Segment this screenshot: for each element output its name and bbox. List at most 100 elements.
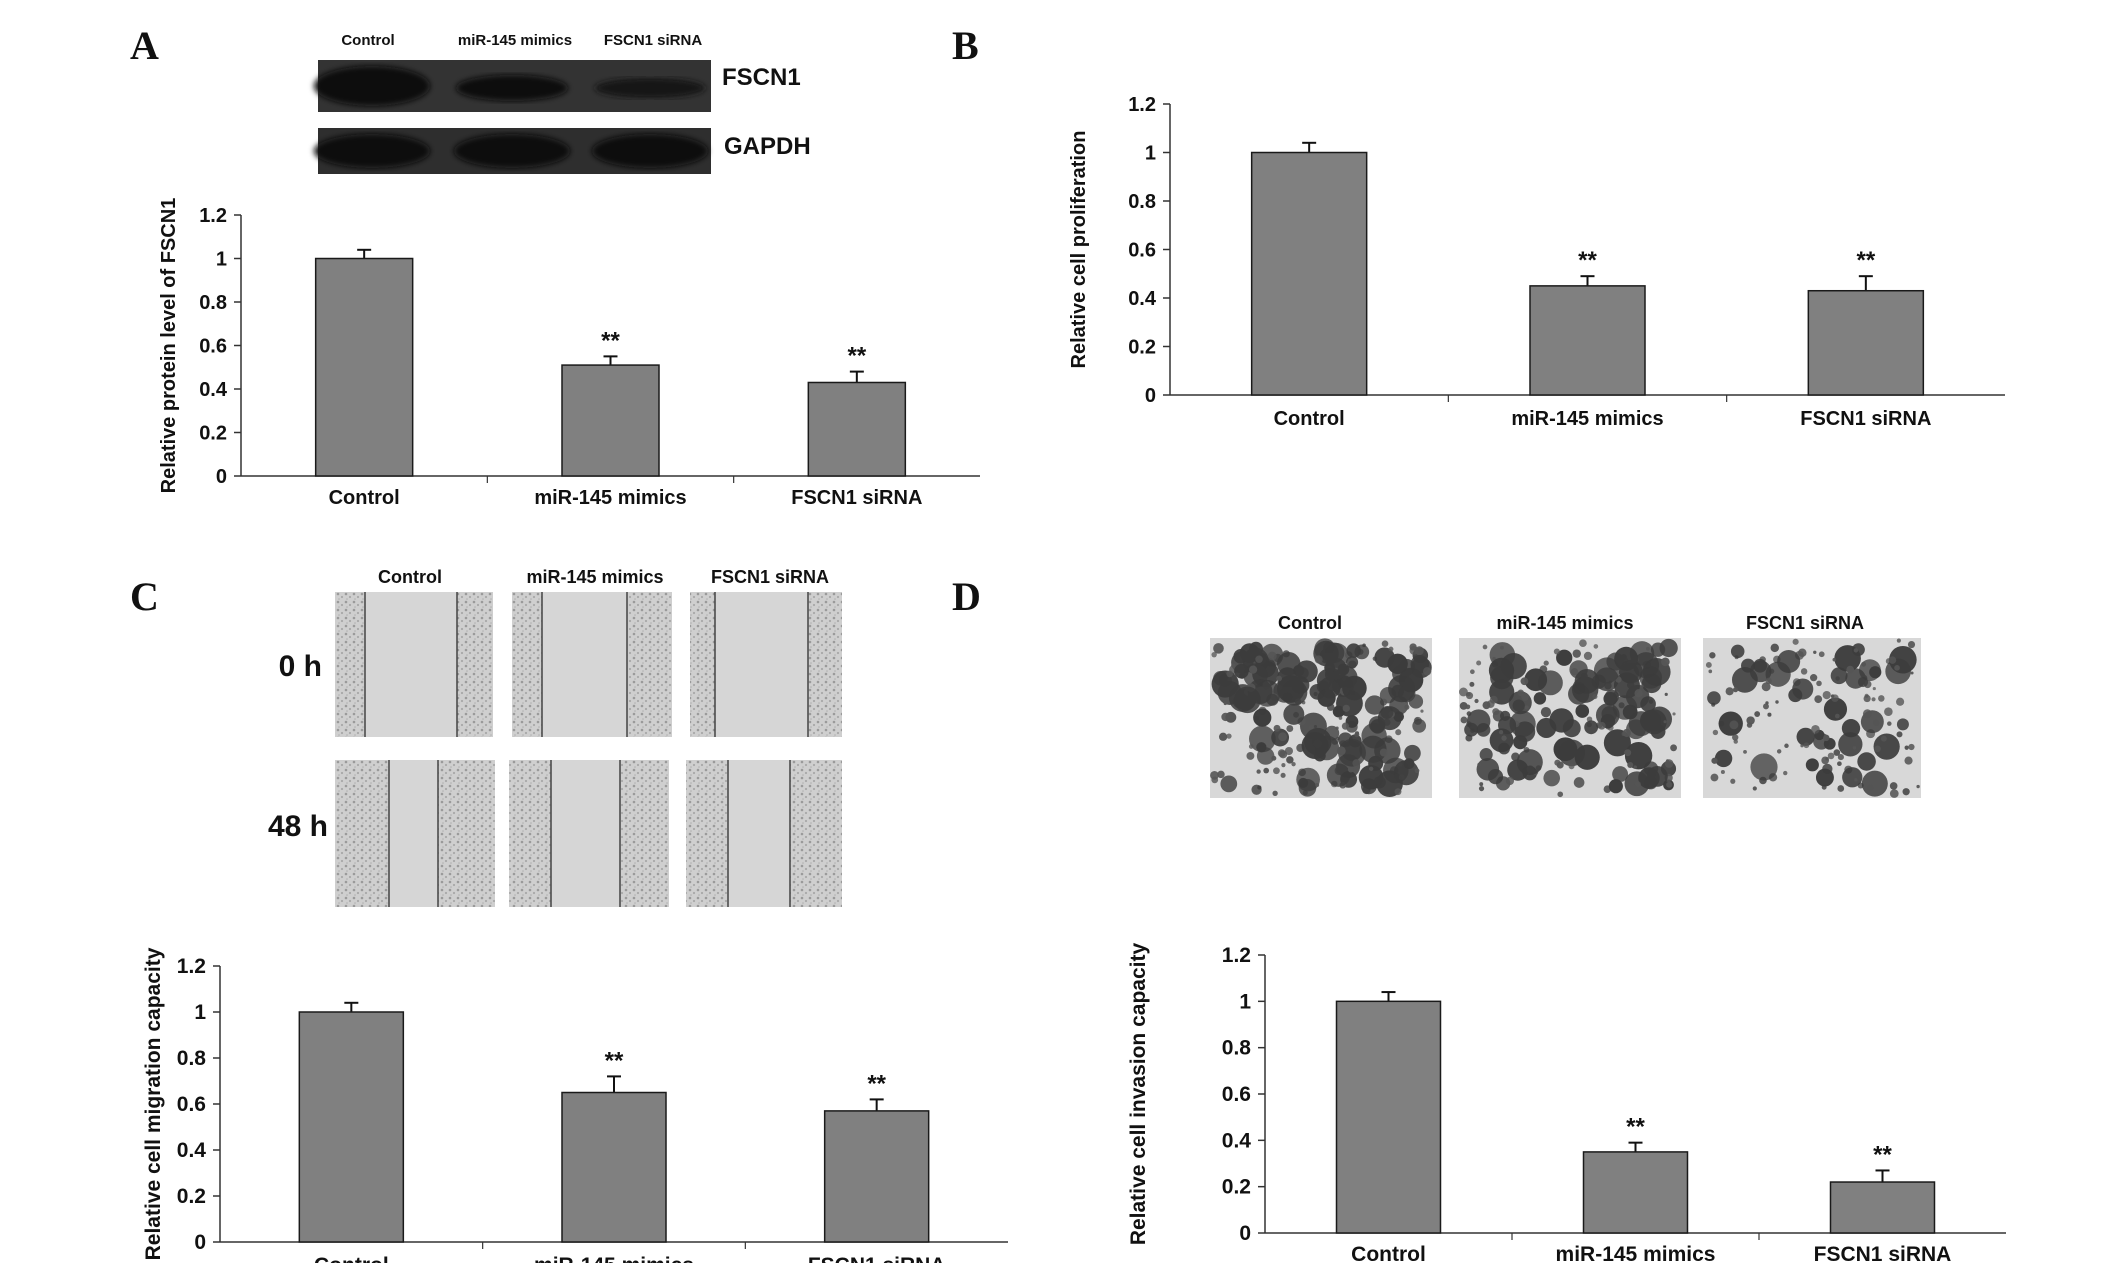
cell-blob — [1520, 677, 1529, 686]
cell-blob — [1579, 639, 1587, 648]
cell-blob — [1326, 763, 1351, 787]
cell-blob — [1276, 675, 1283, 682]
cell-blob — [1573, 777, 1585, 788]
cell-blob — [1916, 784, 1920, 789]
cell-blob — [1871, 697, 1876, 702]
y-tick-label: 0.4 — [1222, 1129, 1252, 1152]
bar-2 — [1829, 1181, 1936, 1234]
panel-letter-d: D — [952, 574, 981, 619]
cell-blob — [1336, 746, 1346, 756]
cell-blob — [1231, 663, 1236, 668]
cell-blob — [1487, 769, 1504, 785]
blot-band-fscn1-mir145 — [456, 75, 568, 101]
cell-blob — [1765, 677, 1772, 685]
scratch-col-label-mir145: miR-145 mimics — [526, 567, 664, 587]
cell-blob — [1512, 699, 1525, 712]
cell-blob — [1838, 732, 1863, 757]
cell-blob — [1221, 712, 1230, 722]
cell-blob — [1714, 749, 1733, 768]
cell-blob — [1286, 756, 1294, 764]
cell-blob — [1476, 660, 1482, 666]
blot-band-gapdh-control — [314, 134, 430, 168]
transwell-col-label-mir145: miR-145 mimics — [1496, 613, 1634, 633]
significance-marker: ** — [1856, 247, 1875, 274]
cell-blob — [1863, 694, 1871, 703]
bar-0 — [1335, 1000, 1442, 1234]
western-blot — [314, 60, 711, 174]
x-tick-label: miR-145 mimics — [1556, 1243, 1716, 1263]
x-tick-label: Control — [329, 487, 400, 509]
cell-blob — [1298, 779, 1317, 797]
y-tick-label: 1 — [1239, 990, 1251, 1013]
cell-blob — [1670, 744, 1677, 752]
cell-blob — [1572, 649, 1581, 658]
cell-blob — [1854, 778, 1858, 782]
transwell-col-label-fscn1-sirna: FSCN1 siRNA — [1745, 613, 1865, 633]
cell-blob — [1575, 704, 1590, 718]
cell-blob — [1308, 724, 1314, 730]
cell-blob — [1663, 720, 1667, 724]
panel-letter-b: B — [952, 23, 979, 68]
cell-blob — [1391, 684, 1405, 698]
y-tick-label: 0.8 — [177, 1047, 207, 1070]
y-tick-label: 0.4 — [1128, 288, 1157, 310]
cell-blob — [1352, 759, 1361, 768]
y-tick-label: 1.2 — [177, 955, 206, 978]
cell-blob — [1395, 729, 1402, 736]
cell-blob — [1246, 752, 1255, 760]
transwell-col-label-control: Control — [1278, 613, 1342, 633]
cell-blob — [1360, 778, 1377, 795]
cell-blob — [1583, 651, 1593, 661]
cell-blob — [1286, 725, 1294, 732]
cell-blob — [1466, 709, 1491, 733]
cell-blob — [1408, 694, 1424, 709]
blot-lane-label-fscn1-sirna: FSCN1 siRNA — [603, 32, 703, 49]
cell-blob — [1568, 763, 1575, 770]
cell-blob — [1784, 743, 1789, 749]
cell-blob — [1813, 650, 1817, 654]
y-tick-label: 0.4 — [199, 379, 228, 401]
cell-blob — [1543, 660, 1549, 666]
transwell-cells-control — [1210, 638, 1432, 797]
cell-blob — [1777, 649, 1801, 674]
cell-blob — [1800, 668, 1808, 675]
cell-blob — [1469, 681, 1475, 687]
y-tick-label: 0.6 — [1128, 240, 1156, 262]
cell-blob — [1832, 657, 1837, 662]
cell-blob — [1811, 725, 1820, 734]
panel-letter-c: C — [130, 574, 159, 619]
cell-blob — [1646, 765, 1668, 787]
cell-blob — [1861, 770, 1888, 797]
cell-blob — [1248, 744, 1254, 749]
cell-blob — [1226, 733, 1232, 739]
cell-blob — [1234, 663, 1249, 679]
scratch-images — [335, 592, 842, 907]
cell-blob — [1533, 692, 1547, 705]
cell-blob — [1387, 653, 1408, 674]
cell-blob — [1249, 641, 1263, 656]
cell-blob — [1873, 733, 1900, 760]
cell-blob — [1553, 648, 1560, 655]
cell-blob — [1584, 720, 1599, 735]
significance-marker: ** — [847, 343, 866, 370]
cell-blob — [1256, 769, 1261, 774]
cell-blob — [1383, 757, 1409, 784]
cell-blob — [1852, 746, 1857, 750]
y-tick-label: 1.2 — [1128, 94, 1156, 116]
cell-blob — [1842, 767, 1863, 788]
cell-blob — [1604, 689, 1619, 704]
cell-blob — [1482, 644, 1488, 650]
cell-blob — [1213, 671, 1228, 686]
cell-blob — [1556, 761, 1564, 769]
x-tick-label: Control — [314, 1254, 389, 1263]
cell-blob — [1896, 638, 1901, 643]
scratch-image-0h-control — [335, 592, 493, 737]
cell-blob — [1908, 743, 1915, 751]
x-tick-label: Control — [1274, 408, 1345, 430]
bar-chart-protein-level: 0 0.2 0.4 0.6 0.8 1 1.2 Relative protein level … — [158, 198, 980, 509]
cell-blob — [1220, 775, 1238, 793]
cell-blob — [1822, 690, 1831, 700]
cell-blob — [1830, 667, 1848, 685]
cell-blob — [1783, 770, 1788, 776]
scratch-row-label-48h: 48 h — [267, 810, 328, 843]
